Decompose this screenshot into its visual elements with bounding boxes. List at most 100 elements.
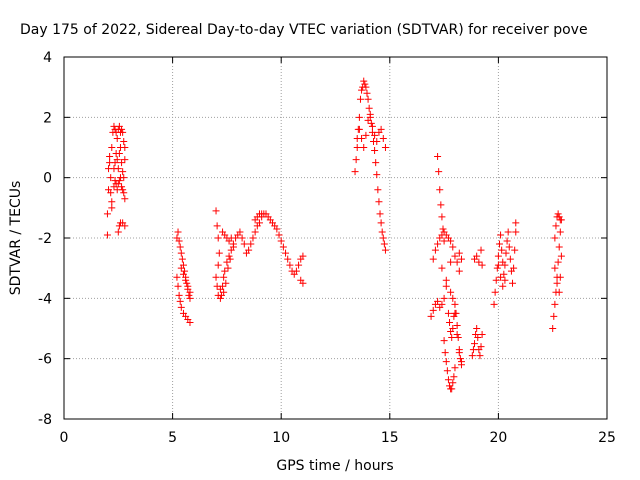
data-point xyxy=(440,294,448,302)
data-point xyxy=(453,331,461,339)
data-point xyxy=(273,225,281,233)
data-points xyxy=(103,77,565,393)
data-point xyxy=(284,255,292,263)
data-point xyxy=(450,373,458,381)
data-point xyxy=(556,273,564,281)
data-point xyxy=(114,165,122,173)
data-point xyxy=(116,144,124,151)
y-tick-label: -2 xyxy=(38,231,52,247)
data-point xyxy=(108,198,116,206)
data-point xyxy=(510,264,518,272)
data-point xyxy=(223,258,231,266)
data-point xyxy=(182,276,190,284)
data-point xyxy=(286,261,294,269)
data-point xyxy=(556,228,564,236)
data-point xyxy=(249,234,257,242)
data-point xyxy=(351,168,359,176)
data-point xyxy=(477,246,485,254)
data-point xyxy=(247,240,255,248)
data-point xyxy=(107,189,115,197)
data-point xyxy=(551,234,559,242)
data-point xyxy=(255,219,263,227)
data-point xyxy=(554,258,562,266)
data-point xyxy=(176,243,184,251)
data-point xyxy=(505,243,513,251)
data-point xyxy=(174,282,182,290)
data-point xyxy=(495,240,503,248)
x-tick-label: 0 xyxy=(60,430,69,446)
data-point xyxy=(478,261,486,269)
data-point xyxy=(443,367,451,375)
data-point xyxy=(449,243,457,251)
data-point xyxy=(451,364,459,372)
data-point xyxy=(373,137,381,145)
data-point xyxy=(438,213,446,221)
data-point xyxy=(216,294,224,302)
data-point xyxy=(227,234,235,242)
data-point xyxy=(555,213,563,221)
data-point xyxy=(374,186,382,194)
x-tick-label: 15 xyxy=(381,430,399,446)
data-point xyxy=(121,156,129,164)
x-tick-label: 20 xyxy=(489,430,507,446)
data-point xyxy=(360,77,368,85)
data-point xyxy=(555,243,563,251)
data-point xyxy=(360,144,368,151)
data-point xyxy=(184,282,192,290)
y-tick-label: 0 xyxy=(43,171,52,187)
data-point xyxy=(380,240,388,248)
data-point xyxy=(444,376,452,384)
data-point xyxy=(501,276,509,284)
data-point xyxy=(215,249,223,257)
data-point xyxy=(440,337,448,345)
data-point xyxy=(506,255,514,263)
data-point xyxy=(550,312,558,320)
data-point xyxy=(553,279,561,287)
data-point xyxy=(355,125,363,133)
data-point xyxy=(457,255,465,263)
data-point xyxy=(511,246,519,254)
data-point xyxy=(501,261,509,269)
data-point xyxy=(446,318,454,326)
data-point xyxy=(224,264,232,272)
data-point xyxy=(475,258,483,266)
data-point xyxy=(468,352,476,360)
data-point xyxy=(282,249,290,257)
data-point xyxy=(279,243,287,251)
data-point xyxy=(120,137,128,145)
data-point xyxy=(372,159,380,167)
data-point xyxy=(381,246,389,254)
data-point xyxy=(453,321,461,329)
data-point xyxy=(503,237,511,245)
data-point xyxy=(119,186,127,194)
data-point xyxy=(119,128,127,136)
data-point xyxy=(175,237,183,245)
data-point xyxy=(447,288,455,296)
data-point xyxy=(299,279,307,287)
data-point xyxy=(121,195,129,203)
data-point xyxy=(103,231,111,239)
data-point xyxy=(499,282,507,290)
data-point xyxy=(214,234,222,242)
data-point xyxy=(113,134,121,142)
data-point xyxy=(448,385,456,393)
data-point xyxy=(240,240,248,248)
data-point xyxy=(186,294,194,302)
data-point xyxy=(358,134,366,142)
data-point xyxy=(113,156,121,164)
data-point xyxy=(451,252,459,260)
data-point xyxy=(449,325,457,332)
data-point xyxy=(453,258,461,266)
data-point xyxy=(456,355,464,363)
data-point xyxy=(434,240,442,248)
data-point xyxy=(108,144,116,151)
data-point xyxy=(449,294,457,302)
data-point xyxy=(477,343,485,351)
data-point xyxy=(362,131,370,139)
data-point xyxy=(106,153,114,161)
data-point xyxy=(554,210,562,218)
data-point xyxy=(551,300,559,308)
data-point xyxy=(476,352,484,360)
data-point xyxy=(454,334,462,342)
